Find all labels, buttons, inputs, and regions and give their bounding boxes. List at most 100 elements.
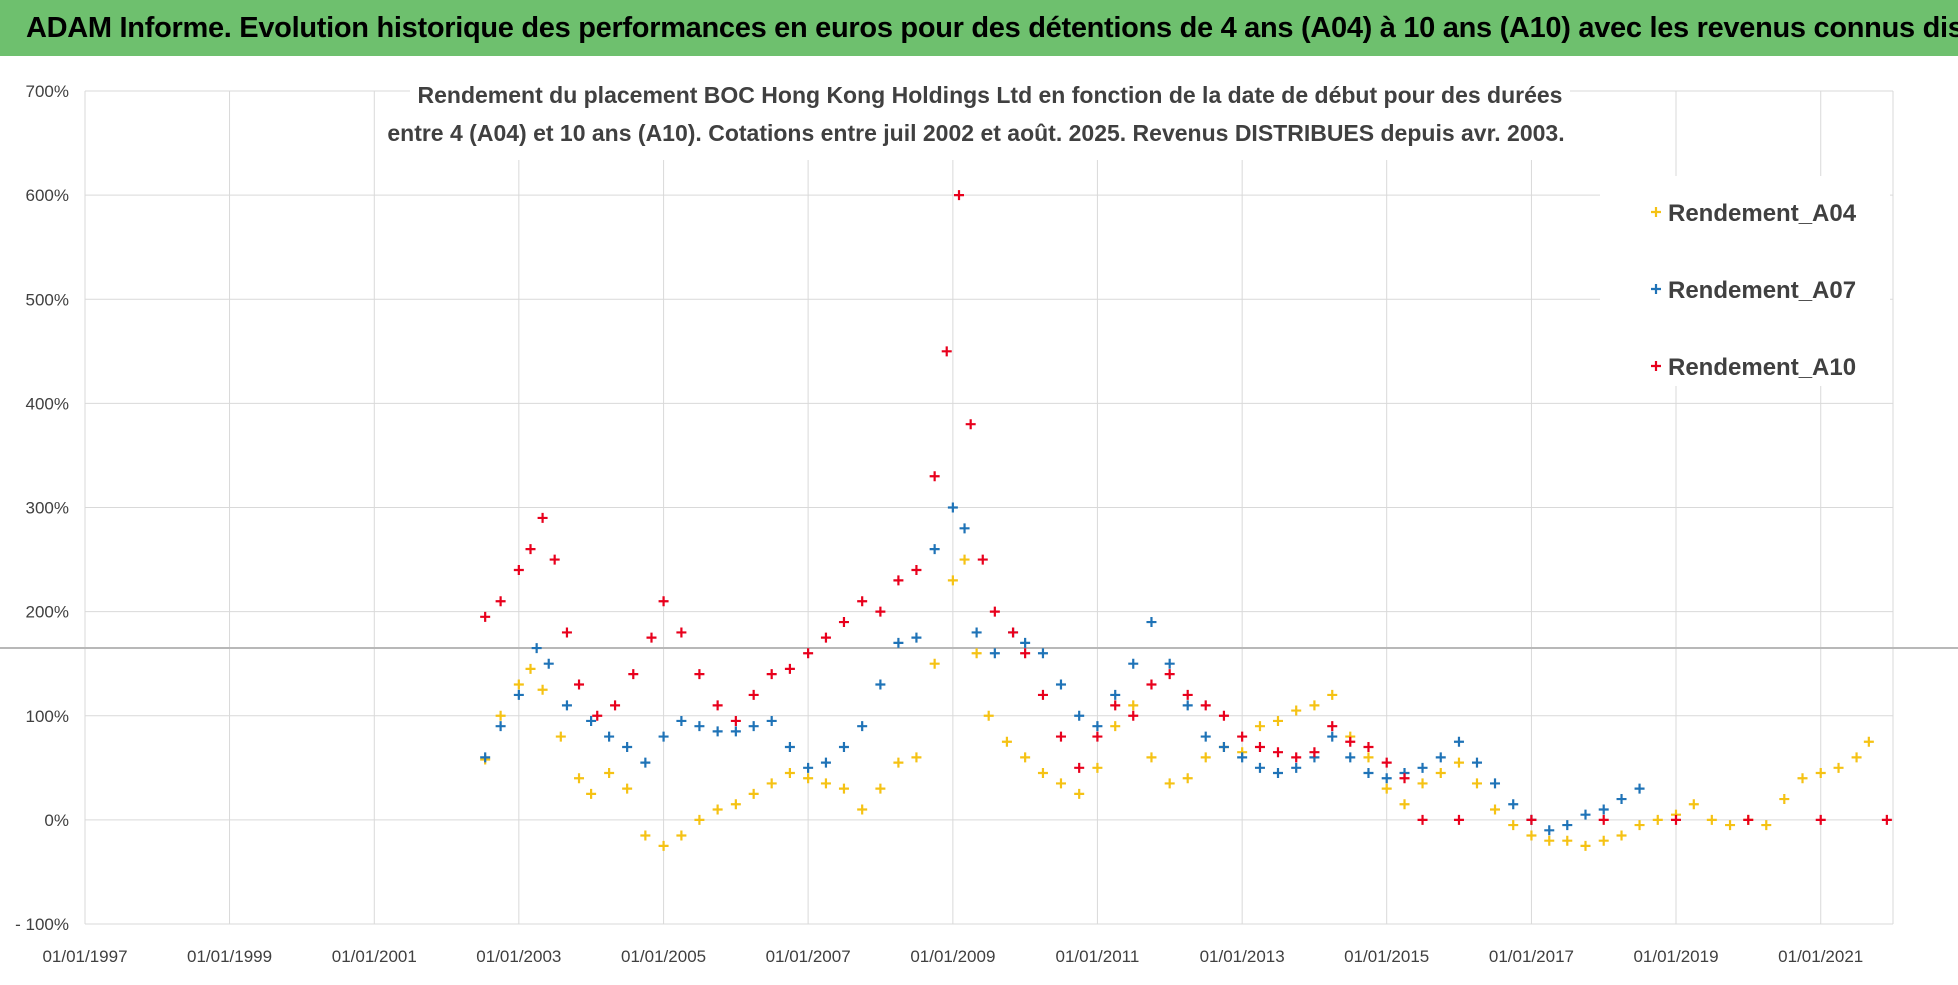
data-point	[586, 788, 597, 799]
data-point	[929, 658, 940, 669]
data-point	[1345, 736, 1356, 747]
data-point	[1254, 762, 1265, 773]
data-point	[1363, 752, 1374, 763]
data-point	[1706, 814, 1717, 825]
data-point	[676, 627, 687, 638]
data-point	[784, 663, 795, 674]
data-point	[1037, 689, 1048, 700]
data-point	[941, 346, 952, 357]
y-tick-label: 500%	[26, 290, 69, 309]
legend-label: Rendement_A10	[1668, 354, 1856, 381]
x-tick-label: 01/01/2019	[1633, 947, 1718, 966]
data-point	[1490, 778, 1501, 789]
data-point	[658, 840, 669, 851]
data-point	[1363, 768, 1374, 779]
x-tick-label: 01/01/2013	[1200, 947, 1285, 966]
data-point	[1580, 809, 1591, 820]
data-point	[1254, 741, 1265, 752]
data-point	[820, 757, 831, 768]
data-point	[676, 830, 687, 841]
data-point	[1074, 762, 1085, 773]
data-point	[803, 773, 814, 784]
data-point	[694, 814, 705, 825]
data-point	[1453, 736, 1464, 747]
data-point	[1164, 658, 1175, 669]
data-point	[1616, 830, 1627, 841]
data-point	[1020, 648, 1031, 659]
data-point	[730, 726, 741, 737]
data-point	[561, 627, 572, 638]
data-point	[610, 700, 621, 711]
data-point	[820, 632, 831, 643]
data-point	[1417, 762, 1428, 773]
data-point	[1381, 773, 1392, 784]
data-point	[1164, 778, 1175, 789]
data-point	[1670, 814, 1681, 825]
data-point	[592, 710, 603, 721]
data-point	[1037, 768, 1048, 779]
data-point	[543, 658, 554, 669]
data-point	[1598, 814, 1609, 825]
legend-background	[1600, 176, 1890, 386]
data-point	[1881, 814, 1892, 825]
data-point	[1055, 731, 1066, 742]
data-point	[525, 544, 536, 555]
data-points	[480, 190, 1892, 851]
data-point	[561, 700, 572, 711]
data-point	[1453, 757, 1464, 768]
data-point	[971, 648, 982, 659]
data-point	[875, 783, 886, 794]
data-point	[893, 637, 904, 648]
data-point	[838, 741, 849, 752]
data-point	[1291, 705, 1302, 716]
data-point	[911, 752, 922, 763]
data-point	[549, 554, 560, 565]
data-point	[954, 190, 965, 201]
data-point	[983, 710, 994, 721]
series-Rendement_A10	[480, 190, 1892, 825]
data-point	[1327, 731, 1338, 742]
data-point	[1128, 710, 1139, 721]
data-point	[712, 804, 723, 815]
data-point	[929, 544, 940, 555]
data-point	[1055, 679, 1066, 690]
chart-title-line-1: Rendement du placement BOC Hong Kong Hol…	[418, 82, 1563, 108]
data-point	[947, 502, 958, 513]
data-point	[1652, 814, 1663, 825]
data-point	[555, 731, 566, 742]
data-point	[989, 606, 1000, 617]
data-point	[838, 617, 849, 628]
data-point	[857, 596, 868, 607]
data-point	[658, 731, 669, 742]
data-point	[875, 679, 886, 690]
data-point	[1218, 710, 1229, 721]
data-point	[1417, 778, 1428, 789]
data-point	[1851, 752, 1862, 763]
y-tick-label: 0%	[44, 811, 69, 830]
data-point	[989, 648, 1000, 659]
data-point	[1291, 752, 1302, 763]
data-point	[1182, 689, 1193, 700]
data-point	[1272, 768, 1283, 779]
data-point	[820, 778, 831, 789]
performance-chart: Rendement du placement BOC Hong Kong Hol…	[0, 56, 1958, 985]
data-point	[911, 632, 922, 643]
data-point	[574, 773, 585, 784]
data-point	[971, 627, 982, 638]
data-point	[1399, 799, 1410, 810]
data-point	[676, 715, 687, 726]
data-point	[1001, 736, 1012, 747]
x-axis-ticks: 01/01/1997 01/01/1999 01/01/2001 01/01/2003…	[42, 947, 1863, 966]
data-point	[911, 564, 922, 575]
data-point	[1092, 721, 1103, 732]
data-point	[1797, 773, 1808, 784]
data-point	[784, 741, 795, 752]
data-point	[959, 554, 970, 565]
data-point	[1815, 814, 1826, 825]
legend-label: Rendement_A04	[1668, 200, 1857, 227]
data-point	[1128, 700, 1139, 711]
data-point	[784, 768, 795, 779]
series-Rendement_A04	[480, 554, 1874, 851]
data-point	[1164, 669, 1175, 680]
data-point	[1381, 783, 1392, 794]
